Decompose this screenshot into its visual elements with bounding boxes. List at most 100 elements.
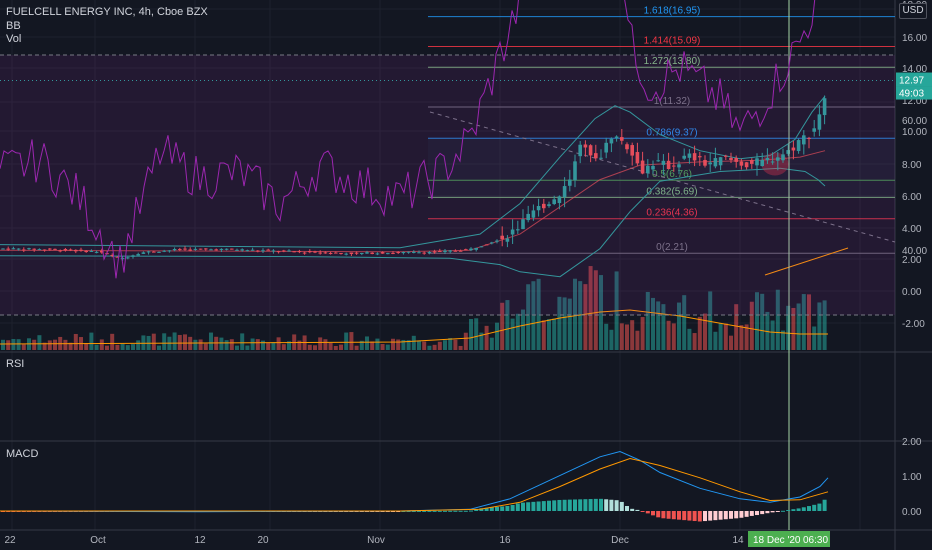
candle-body — [718, 157, 723, 166]
candle-body — [531, 210, 536, 218]
candle-body — [126, 257, 130, 259]
countdown-value: 49:03 — [899, 89, 924, 100]
price-tick-label: -2.00 — [902, 319, 925, 330]
candle-body — [198, 248, 203, 250]
volume-bar — [651, 297, 655, 350]
fib-label: 0(2.21) — [656, 242, 688, 253]
volume-bar — [474, 318, 479, 350]
candle-body — [568, 179, 572, 186]
candle-body — [770, 161, 775, 163]
macd-histogram-bar — [781, 510, 785, 512]
macd-histogram-bar — [713, 511, 718, 521]
macd-histogram-bar — [614, 500, 619, 511]
macd-histogram-bar — [583, 499, 588, 511]
volume-bar — [37, 335, 42, 350]
macd-histogram-bar — [796, 508, 801, 511]
candle-body — [68, 249, 73, 251]
candle-body — [339, 252, 343, 254]
countdown-tag — [896, 86, 932, 100]
volume-bar — [47, 340, 52, 350]
candle-body — [240, 249, 244, 251]
candle-body — [453, 250, 458, 252]
macd-histogram-bar — [619, 501, 624, 511]
volume-bar — [235, 345, 239, 350]
time-tick-label: 14 — [732, 535, 744, 546]
volume-bar — [333, 345, 338, 350]
volume-bar — [396, 339, 401, 350]
volume-bar — [32, 339, 37, 350]
macd-histogram-bar — [656, 511, 661, 518]
time-tick-label: 16 — [499, 535, 511, 546]
volume-bar — [354, 345, 359, 350]
candle-body — [562, 186, 567, 198]
volume-bar — [172, 332, 177, 350]
volume-bar — [411, 335, 416, 350]
candle-body — [27, 248, 31, 250]
volume-bar — [250, 338, 255, 350]
macd-histogram-bar — [609, 499, 614, 511]
candle-body — [74, 249, 78, 252]
candle-body — [547, 204, 551, 207]
volume-bar — [21, 344, 26, 350]
macd-histogram-bar — [765, 511, 770, 514]
volume-bar — [183, 334, 187, 350]
volume-bar — [339, 344, 343, 350]
candle-body — [37, 249, 42, 251]
volume-bar — [541, 320, 546, 350]
volume-bar — [567, 298, 572, 350]
indicator-bb-label[interactable]: BB — [6, 20, 21, 32]
candle-body — [812, 128, 816, 132]
volume-bar — [604, 323, 609, 350]
candle-body — [131, 255, 135, 257]
rsi-label[interactable]: RSI — [6, 358, 25, 370]
candle-body — [245, 250, 250, 252]
volume-bar — [53, 339, 57, 350]
volume-bar — [635, 330, 640, 350]
candle-body — [261, 250, 265, 252]
macd-histogram-bar — [739, 511, 744, 518]
candle-body — [666, 160, 671, 170]
volume-ma — [0, 309, 828, 345]
volume-bar — [583, 284, 588, 350]
candle-body — [63, 248, 68, 251]
candle-body — [609, 138, 614, 144]
macd-tick-label: 2.00 — [902, 437, 922, 448]
candle-body — [391, 252, 395, 254]
time-tick-label: 20 — [257, 535, 269, 546]
macd-histogram-bar — [417, 510, 421, 512]
candle-body — [755, 158, 759, 166]
macd-histogram-bar — [547, 500, 551, 511]
macd-histogram-bar — [567, 499, 572, 511]
candle-body — [396, 251, 400, 253]
volume-bar — [822, 300, 827, 350]
volume-bar — [463, 332, 468, 350]
candle-body — [136, 254, 140, 256]
volume-bar — [271, 342, 276, 350]
candle-body — [500, 235, 504, 240]
candle-body — [183, 248, 187, 250]
indicator-vol-label[interactable]: Vol — [6, 33, 22, 45]
currency-button[interactable]: USD — [899, 3, 927, 19]
candle-body — [469, 248, 473, 251]
candle-body — [817, 114, 822, 130]
volume-bar — [677, 302, 681, 350]
candle-body — [635, 152, 640, 164]
macd-label[interactable]: MACD — [6, 448, 39, 460]
fib-label: 1.618(16.95) — [644, 6, 701, 17]
candle-body — [599, 157, 603, 159]
candle-body — [53, 248, 57, 250]
macd-histogram-bar — [479, 508, 484, 511]
macd-histogram-bar — [687, 511, 692, 521]
candle-body — [6, 248, 10, 250]
candle-body — [94, 251, 99, 253]
candle-body — [604, 142, 608, 153]
volume-bar — [692, 333, 697, 350]
macd-histogram-bar — [515, 503, 520, 511]
candle-body — [146, 251, 151, 253]
candle-body — [677, 164, 681, 168]
volume-bar — [229, 339, 234, 350]
price-tick-label: 2.00 — [902, 255, 922, 266]
candle-body — [594, 153, 598, 159]
